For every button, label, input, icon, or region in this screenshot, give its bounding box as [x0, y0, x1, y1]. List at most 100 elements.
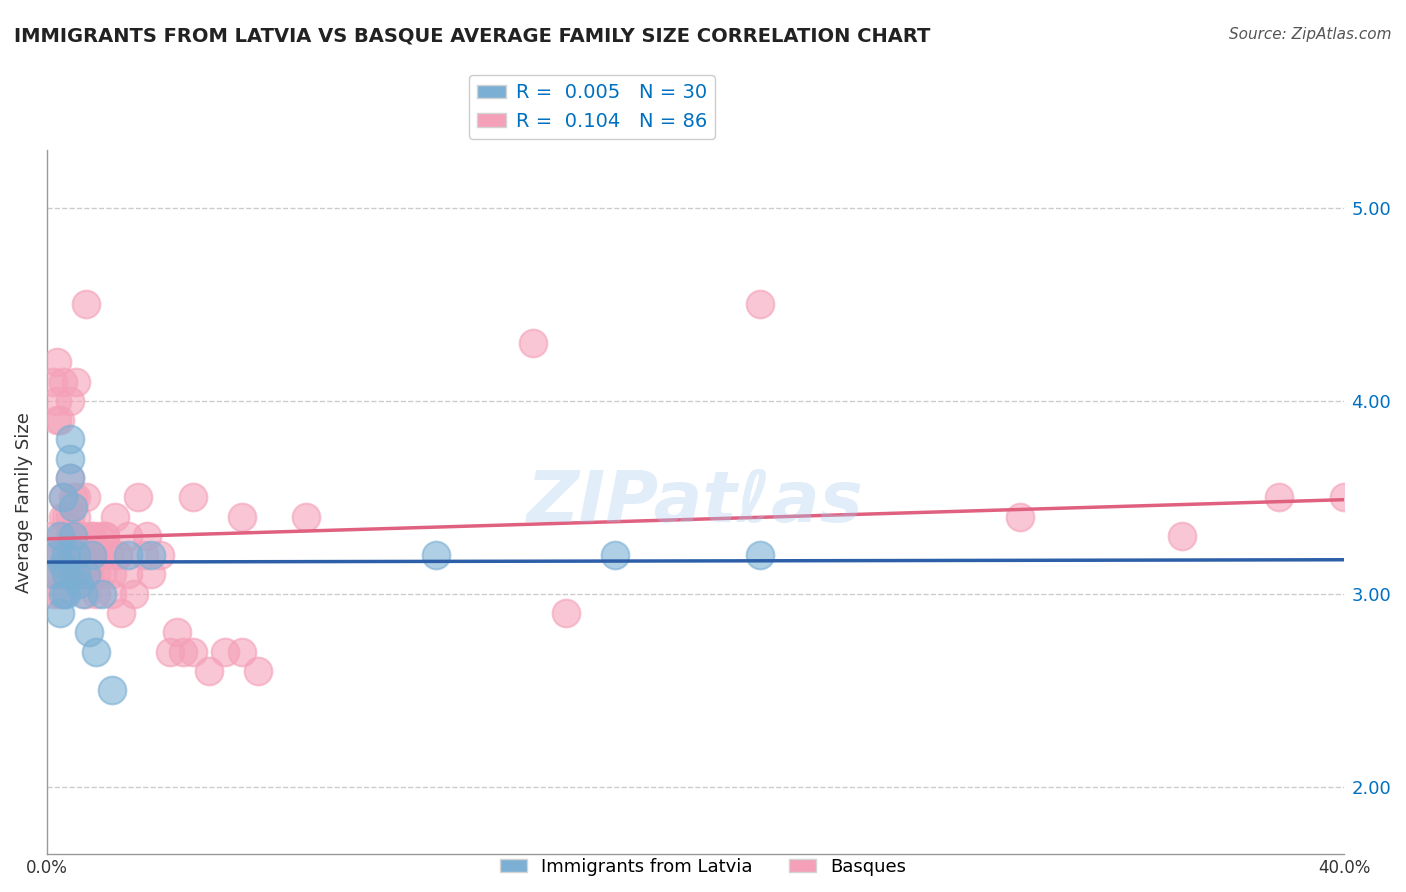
- Point: [100, 683, 122, 698]
- Text: ZIPatℓas: ZIPatℓas: [527, 467, 863, 537]
- Point: [58, 451, 80, 466]
- Point: [45, 567, 67, 582]
- Point: [45, 393, 67, 408]
- Point: [139, 567, 162, 582]
- Point: [52, 509, 75, 524]
- Point: [62, 491, 84, 505]
- Legend: Immigrants from Latvia, Basques: Immigrants from Latvia, Basques: [492, 851, 914, 883]
- Point: [75, 567, 97, 582]
- Point: [65, 529, 87, 543]
- Point: [749, 297, 772, 311]
- Point: [55, 548, 77, 562]
- Point: [214, 645, 236, 659]
- Point: [65, 548, 87, 562]
- Point: [62, 548, 84, 562]
- Point: [97, 548, 120, 562]
- Point: [127, 491, 149, 505]
- Point: [198, 664, 221, 678]
- Point: [52, 375, 75, 389]
- Point: [87, 548, 110, 562]
- Point: [52, 529, 75, 543]
- Point: [77, 567, 100, 582]
- Point: [522, 336, 544, 351]
- Point: [231, 645, 253, 659]
- Point: [67, 577, 90, 591]
- Point: [107, 548, 129, 562]
- Point: [45, 355, 67, 369]
- Point: [77, 625, 100, 640]
- Text: Source: ZipAtlas.com: Source: ZipAtlas.com: [1229, 27, 1392, 42]
- Point: [72, 529, 94, 543]
- Point: [72, 548, 94, 562]
- Text: IMMIGRANTS FROM LATVIA VS BASQUE AVERAGE FAMILY SIZE CORRELATION CHART: IMMIGRANTS FROM LATVIA VS BASQUE AVERAGE…: [14, 27, 931, 45]
- Point: [42, 375, 65, 389]
- Point: [749, 548, 772, 562]
- Point: [82, 548, 104, 562]
- Point: [84, 567, 107, 582]
- Point: [55, 587, 77, 601]
- Point: [58, 471, 80, 485]
- Point: [1171, 529, 1194, 543]
- Point: [87, 529, 110, 543]
- Point: [166, 625, 188, 640]
- Point: [603, 548, 626, 562]
- Point: [75, 491, 97, 505]
- Point: [82, 529, 104, 543]
- Point: [49, 413, 72, 427]
- Point: [1268, 491, 1291, 505]
- Point: [139, 548, 162, 562]
- Point: [104, 509, 127, 524]
- Point: [52, 558, 75, 572]
- Point: [84, 645, 107, 659]
- Point: [84, 548, 107, 562]
- Point: [49, 529, 72, 543]
- Point: [45, 548, 67, 562]
- Point: [77, 548, 100, 562]
- Point: [1008, 509, 1031, 524]
- Point: [52, 491, 75, 505]
- Point: [124, 587, 146, 601]
- Point: [75, 567, 97, 582]
- Point: [65, 509, 87, 524]
- Point: [62, 500, 84, 514]
- Point: [75, 297, 97, 311]
- Point: [67, 567, 90, 582]
- Point: [425, 548, 447, 562]
- Point: [246, 664, 269, 678]
- Point: [84, 587, 107, 601]
- Point: [149, 548, 172, 562]
- Point: [77, 567, 100, 582]
- Point: [55, 567, 77, 582]
- Point: [45, 413, 67, 427]
- Point: [65, 491, 87, 505]
- Point: [62, 529, 84, 543]
- Point: [55, 548, 77, 562]
- Point: [117, 567, 139, 582]
- Point: [100, 587, 122, 601]
- Point: [58, 471, 80, 485]
- Point: [49, 567, 72, 582]
- Point: [72, 548, 94, 562]
- Point: [1333, 491, 1355, 505]
- Point: [554, 606, 576, 620]
- Point: [72, 587, 94, 601]
- Point: [295, 509, 318, 524]
- Point: [134, 548, 156, 562]
- Legend: R =  0.005   N = 30, R =  0.104   N = 86: R = 0.005 N = 30, R = 0.104 N = 86: [470, 76, 714, 138]
- Point: [58, 509, 80, 524]
- Point: [67, 529, 90, 543]
- Point: [107, 548, 129, 562]
- Point: [39, 529, 62, 543]
- Point: [49, 606, 72, 620]
- Point: [52, 491, 75, 505]
- Point: [110, 606, 132, 620]
- Point: [181, 491, 204, 505]
- Point: [91, 567, 114, 582]
- Point: [55, 509, 77, 524]
- Point: [117, 529, 139, 543]
- Point: [52, 548, 75, 562]
- Point: [172, 645, 194, 659]
- Point: [100, 567, 122, 582]
- Point: [94, 529, 117, 543]
- Point: [231, 509, 253, 524]
